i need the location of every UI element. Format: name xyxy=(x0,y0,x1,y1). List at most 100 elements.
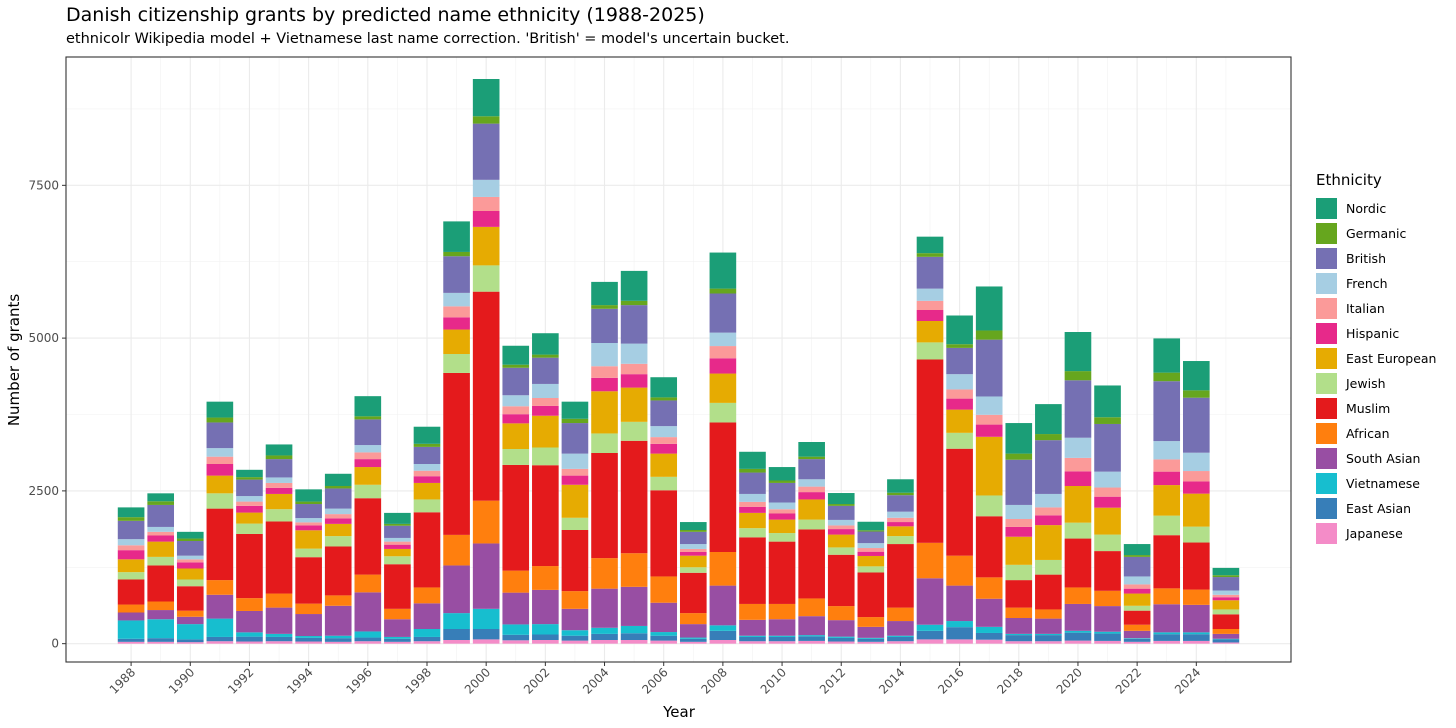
bar-segment xyxy=(561,468,589,476)
bar-segment xyxy=(1005,607,1033,618)
bar-segment xyxy=(1005,519,1033,527)
bar-segment xyxy=(236,469,263,478)
bar-segment xyxy=(561,640,589,644)
plot-border xyxy=(65,56,1292,663)
bar-segment xyxy=(413,443,441,447)
bar-segment xyxy=(117,620,145,639)
bar-segment xyxy=(384,608,411,620)
bar-segment xyxy=(324,546,352,596)
bar-segment xyxy=(768,509,796,514)
bar-segment xyxy=(591,281,618,306)
bar-segment xyxy=(206,422,234,449)
bar-segment xyxy=(176,610,204,617)
bar-segment xyxy=(916,300,944,310)
bar-segment xyxy=(1094,496,1121,508)
bar-segment xyxy=(295,504,322,519)
bar-segment xyxy=(236,505,263,513)
legend-item: African xyxy=(1316,421,1437,446)
legend-item: Muslim xyxy=(1316,396,1437,421)
bar-segment xyxy=(265,607,293,634)
bar-segment xyxy=(591,377,618,392)
bar-segment xyxy=(502,395,530,407)
bar-segment xyxy=(236,641,263,644)
bar-segment xyxy=(946,639,973,644)
bar-segment xyxy=(679,567,707,573)
bar-segment xyxy=(561,530,589,592)
bar-segment xyxy=(709,358,737,374)
legend-item: Germanic xyxy=(1316,221,1437,246)
bar-segment xyxy=(265,493,293,510)
bar-segment xyxy=(1035,515,1062,526)
bar-segment xyxy=(354,445,382,453)
bar-segment xyxy=(739,512,766,529)
bar-segment xyxy=(1123,638,1151,642)
bar-segment xyxy=(887,492,914,496)
legend-item: Italian xyxy=(1316,296,1437,321)
bar-segment xyxy=(354,641,382,644)
bar-segment xyxy=(916,630,944,640)
bar-segment xyxy=(946,448,973,556)
bar-segment xyxy=(324,514,352,519)
bar-segment xyxy=(768,519,796,534)
x-tick-label: 2004 xyxy=(580,665,611,696)
bar-segment xyxy=(206,493,234,509)
bar-segment xyxy=(1212,590,1240,595)
x-tick-label: 2006 xyxy=(639,665,670,696)
x-tick-label: 1998 xyxy=(403,665,434,696)
bar-segment xyxy=(443,251,470,257)
bar-segment xyxy=(1123,544,1151,556)
bar-segment xyxy=(295,501,322,505)
bar-segment xyxy=(443,317,470,330)
bar-segment xyxy=(443,372,470,535)
bar-segment xyxy=(798,529,825,599)
x-tick-label: 1990 xyxy=(166,665,197,696)
bar-segment xyxy=(532,383,559,398)
bar-segment xyxy=(1094,640,1121,644)
bar-segment xyxy=(1094,590,1121,607)
bar-segment xyxy=(827,529,855,535)
legend-swatch xyxy=(1316,348,1337,369)
bar-segment xyxy=(1005,504,1033,519)
bar-segment xyxy=(561,401,589,419)
legend-label: East European xyxy=(1346,351,1437,366)
bar-segment xyxy=(1064,522,1092,539)
bar-segment xyxy=(236,636,263,642)
bar-segment xyxy=(265,444,293,456)
bar-segment xyxy=(916,288,944,301)
bar-segment xyxy=(975,436,1003,496)
bar-segment xyxy=(472,629,500,640)
bar-segment xyxy=(561,608,589,631)
bar-segment xyxy=(502,449,530,465)
bar-segment xyxy=(1182,634,1210,641)
bar-segment xyxy=(147,556,175,566)
legend-label: Italian xyxy=(1346,301,1385,316)
bar-segment xyxy=(1035,434,1062,441)
x-tick-label: 1994 xyxy=(284,665,315,696)
bar-segment xyxy=(857,548,885,552)
bar-segment xyxy=(857,521,885,531)
bar-segment xyxy=(827,554,855,607)
legend-item: East European xyxy=(1316,346,1437,371)
legend-item: French xyxy=(1316,271,1437,296)
bar-segment xyxy=(532,566,559,590)
bar-segment xyxy=(324,518,352,524)
bar-segment xyxy=(1212,638,1240,640)
bar-segment xyxy=(206,464,234,476)
bar-segment xyxy=(768,635,796,637)
bar-segment xyxy=(561,591,589,609)
bar-segment xyxy=(324,488,352,509)
bar-segment xyxy=(117,550,145,560)
bar-segment xyxy=(650,377,678,398)
bar-segment xyxy=(1094,534,1121,552)
bar-segment xyxy=(413,426,441,444)
bar-segment xyxy=(1035,525,1062,560)
bar-segment xyxy=(1005,580,1033,608)
bar-segment xyxy=(857,626,885,638)
bar-segment xyxy=(147,638,175,642)
bar-segment xyxy=(354,498,382,575)
bar-segment xyxy=(561,423,589,454)
bar-segment xyxy=(117,517,145,521)
bar-segment xyxy=(1035,493,1062,508)
bar-segment xyxy=(946,344,973,348)
y-tick-label: 2500 xyxy=(28,484,59,498)
